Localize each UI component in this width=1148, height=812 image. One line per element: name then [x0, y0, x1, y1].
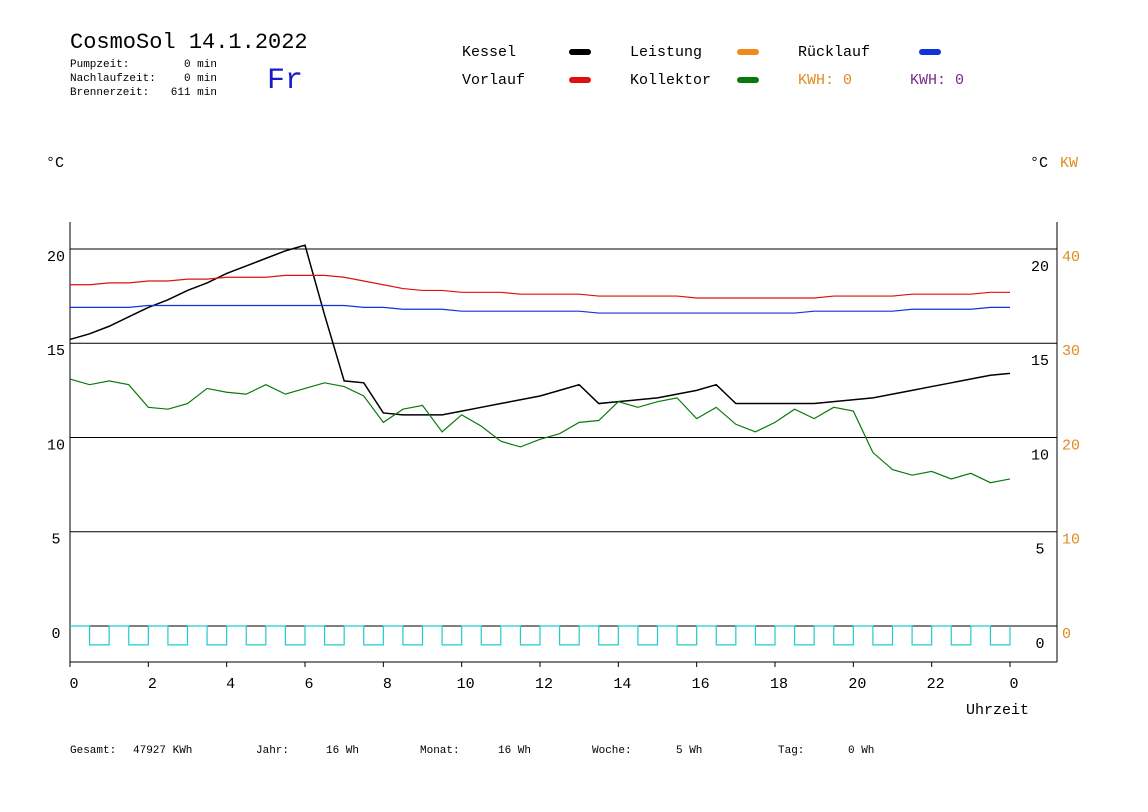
x-tick-label: 18: [770, 676, 788, 693]
x-tick-label: 4: [226, 676, 235, 693]
y-tick-label-right: 10: [1031, 447, 1049, 464]
weekday: Fr: [267, 64, 303, 98]
footer-value: 0 Wh: [848, 745, 874, 757]
y-tick-label-right: 20: [1031, 259, 1049, 276]
legend-label: Vorlauf: [462, 72, 525, 89]
info-value: 0 min: [184, 59, 217, 71]
y-unit-right: °C: [1030, 155, 1048, 172]
legend-label: Rücklauf: [798, 44, 870, 61]
info-value: 611 min: [171, 87, 217, 99]
y-tick-label-right: 0: [1035, 636, 1044, 653]
title: CosmoSol 14.1.2022: [70, 30, 308, 55]
legend-label: Kessel: [462, 44, 516, 61]
series-line: [70, 304, 1010, 314]
y2-tick-label: 40: [1062, 249, 1080, 266]
legend-label: Kollektor: [630, 72, 711, 89]
series-line: [69, 244, 1011, 416]
y-unit: °C: [46, 155, 64, 172]
y2-unit: KW: [1060, 155, 1078, 172]
x-tick-label: 10: [457, 676, 475, 693]
x-tick-label: 0: [69, 676, 78, 693]
legend-label: Leistung: [630, 44, 702, 61]
x-tick-label: 16: [692, 676, 710, 693]
x-tick-label: 8: [383, 676, 392, 693]
info-label: Brennerzeit:: [70, 87, 149, 99]
y2-tick-label: 0: [1062, 626, 1071, 643]
footer-label: Woche:: [592, 745, 632, 757]
x-tick-label: 14: [613, 676, 631, 693]
footer-value: 16 Wh: [498, 745, 531, 757]
kwh-label: KWH: 0: [910, 72, 964, 89]
x-tick-label: 0: [1009, 676, 1018, 693]
footer-value: 5 Wh: [676, 745, 702, 757]
series-line: [70, 274, 1010, 299]
y2-tick-label: 10: [1062, 532, 1080, 549]
x-tick-label: 20: [848, 676, 866, 693]
x-tick-label: 2: [148, 676, 157, 693]
footer-label: Jahr:: [256, 745, 289, 757]
y2-tick-label: 30: [1062, 343, 1080, 360]
info-value: 0 min: [184, 73, 217, 85]
footer-label: Tag:: [778, 745, 804, 757]
y2-tick-label: 20: [1062, 437, 1080, 454]
info-label: Nachlaufzeit:: [70, 73, 156, 85]
y-tick-label: 5: [51, 532, 60, 549]
footer-label: Gesamt:: [70, 745, 116, 757]
y-tick-label-right: 5: [1035, 542, 1044, 559]
x-tick-label: 12: [535, 676, 553, 693]
y-tick-label: 15: [47, 343, 65, 360]
footer-label: Monat:: [420, 745, 460, 757]
y-tick-label: 10: [47, 437, 65, 454]
kwh-label: KWH: 0: [798, 72, 852, 89]
x-axis-label: Uhrzeit: [966, 702, 1029, 719]
series-line: [69, 378, 1011, 484]
info-label: Pumpzeit:: [70, 59, 129, 71]
x-tick-label: 22: [927, 676, 945, 693]
y-tick-label: 20: [47, 249, 65, 266]
footer-value: 47927 KWh: [133, 745, 192, 757]
footer-value: 16 Wh: [326, 745, 359, 757]
series-line: [70, 625, 1011, 646]
y-tick-label: 0: [51, 626, 60, 643]
y-tick-label-right: 15: [1031, 353, 1049, 370]
x-tick-label: 6: [304, 676, 313, 693]
